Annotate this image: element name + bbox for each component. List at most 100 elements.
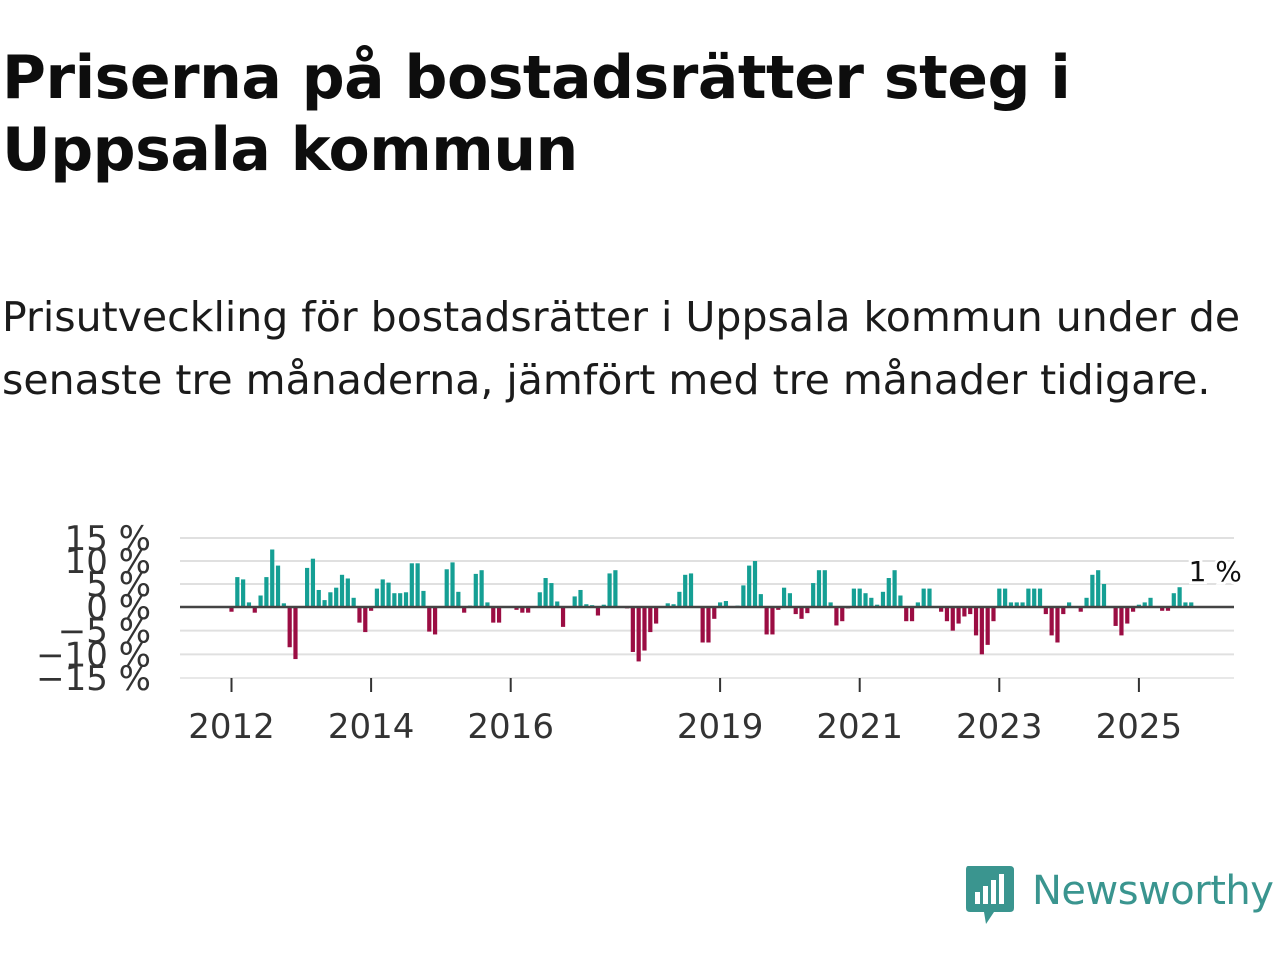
bar (1061, 607, 1066, 615)
bar (869, 597, 874, 607)
bar (281, 603, 286, 607)
bar (473, 573, 478, 607)
bar (677, 591, 682, 607)
bar (607, 573, 612, 607)
bar (630, 607, 635, 652)
bar (712, 607, 717, 619)
logo-text: Newsworthy (1032, 868, 1274, 914)
bar (258, 595, 263, 607)
bar (921, 588, 926, 607)
bar (723, 601, 729, 607)
bar (1067, 602, 1072, 607)
bar (241, 579, 246, 607)
bar (1096, 570, 1101, 607)
bar (671, 604, 676, 607)
bar (956, 607, 961, 624)
bar (822, 570, 827, 607)
bar (939, 607, 944, 612)
bar (1119, 607, 1124, 636)
bar (1049, 607, 1054, 636)
bar (1084, 597, 1089, 607)
bar (584, 604, 589, 607)
bar (700, 607, 705, 643)
y-tick-label: −10 % (36, 635, 151, 675)
bar (909, 607, 915, 622)
bar (432, 607, 438, 635)
bar (781, 587, 787, 607)
bar (799, 607, 804, 619)
bar (863, 593, 868, 607)
x-tick-label: 2014 (328, 707, 415, 747)
bar (968, 607, 973, 615)
bar (386, 582, 391, 607)
bar (305, 567, 310, 607)
bar (1130, 607, 1136, 612)
bar (1020, 602, 1025, 607)
bar (752, 561, 758, 607)
bar (840, 607, 845, 622)
bar (1148, 597, 1153, 607)
bar (688, 573, 694, 607)
y-tick-label: 5 % (86, 565, 151, 605)
bar (322, 600, 327, 607)
bar (526, 607, 531, 613)
bar (880, 591, 886, 607)
bar (555, 601, 560, 607)
bar (776, 607, 781, 610)
bar (793, 607, 798, 615)
bar (805, 607, 810, 614)
bar (1160, 607, 1165, 611)
bar (1183, 602, 1188, 607)
bar (811, 583, 816, 607)
bar (973, 607, 979, 636)
x-tick-label: 2016 (467, 707, 554, 747)
bar (886, 578, 891, 607)
bar (334, 587, 339, 607)
bar-chart: 15 %10 %5 %0 %−5 %−10 %−15 % 2012 2014 201… (36, 519, 1245, 747)
bar (985, 607, 990, 645)
bar (1078, 607, 1083, 612)
bar (427, 607, 432, 632)
bar (1043, 607, 1048, 615)
bar (636, 607, 641, 662)
bar (1055, 607, 1060, 643)
bar (520, 607, 525, 613)
bar (962, 607, 967, 617)
bar (421, 590, 426, 607)
bar (1189, 602, 1194, 607)
bar (613, 570, 618, 607)
bar (654, 607, 659, 624)
x-tick-label: 2021 (816, 707, 903, 747)
bar (683, 574, 688, 607)
bar (816, 570, 822, 607)
chart-subtitle: Prisutveckling för bostadsrätter i Uppsa… (2, 293, 1241, 404)
bar (485, 602, 490, 607)
y-tick-label: −5 % (58, 612, 151, 652)
bar (293, 607, 298, 660)
bar (997, 588, 1002, 607)
bar (310, 558, 316, 607)
bar (764, 607, 769, 635)
bar (706, 607, 711, 643)
bar (1032, 588, 1037, 607)
bar (316, 589, 321, 607)
bar (1008, 602, 1014, 607)
bar (747, 565, 752, 607)
bar (892, 570, 897, 607)
bar (578, 589, 583, 607)
bar (496, 607, 502, 623)
y-tick-label: 10 % (65, 542, 151, 582)
annotation-label: 1 % (1189, 555, 1242, 588)
bar (491, 607, 496, 623)
bar (462, 607, 467, 613)
bar (351, 597, 356, 607)
newsworthy-logo[interactable]: Newsworthy (964, 864, 1280, 928)
x-axis: 2012 2014 2016 2019 2021 2023 2025 (180, 677, 1234, 747)
bar (398, 593, 403, 607)
bar (409, 563, 414, 607)
bar (927, 588, 932, 607)
y-tick-label: 0 % (86, 588, 151, 628)
bar (339, 574, 345, 607)
bar-chart-speech-bubble-icon (966, 866, 1014, 924)
annotation: 1 % (1186, 552, 1245, 591)
